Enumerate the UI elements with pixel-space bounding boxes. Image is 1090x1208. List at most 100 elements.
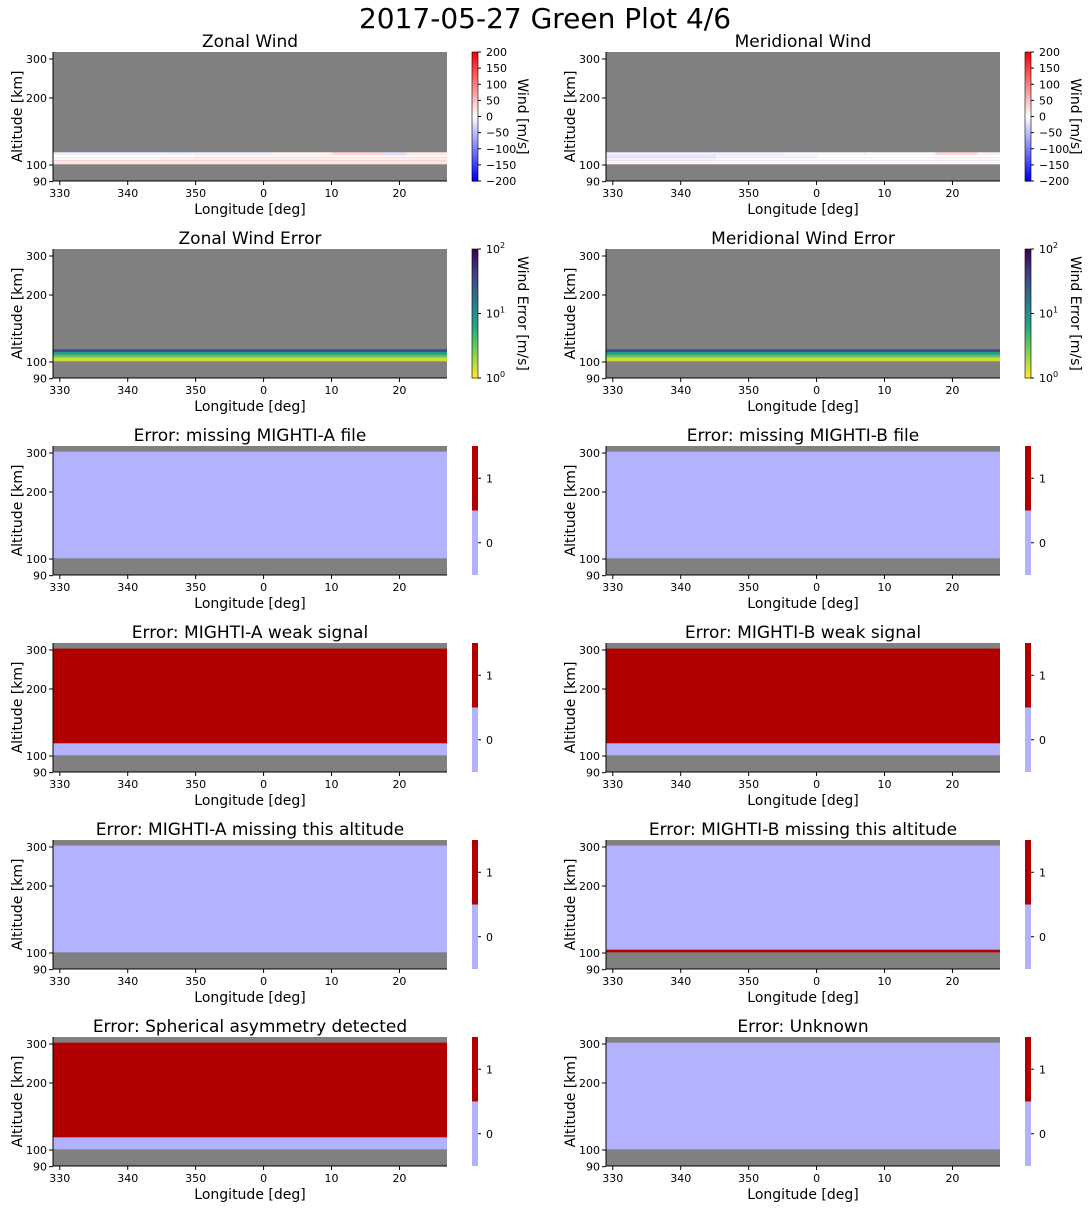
colorbar-gradient-step	[472, 82, 478, 85]
colorbar-gradient-step	[1025, 285, 1031, 288]
colorbar-gradient-step	[1025, 70, 1031, 73]
colorbar-segment-0	[1025, 904, 1031, 969]
x-tick-label: 10	[325, 581, 339, 594]
y-tick-label: 200	[26, 289, 47, 302]
colorbar-gradient-step	[1025, 116, 1031, 120]
colorbar-gradient-step	[1025, 305, 1031, 309]
colorbar-segment-1	[472, 643, 478, 708]
y-tick-label: 90	[33, 964, 47, 977]
heatmap-cell	[270, 152, 332, 155]
y-axis-label: Altitude [km]	[563, 1056, 579, 1148]
y-tick-label: 200	[579, 880, 600, 893]
colorbar-segment-0	[472, 707, 478, 772]
colorbar-gradient-step	[1025, 353, 1031, 357]
colorbar-gradient-step	[472, 337, 478, 341]
heatmap-cell	[606, 160, 1000, 165]
x-axis-label: Longitude [deg]	[194, 202, 305, 218]
heatmap-cell	[382, 152, 407, 155]
x-tick-label: 20	[392, 1172, 406, 1185]
colorbar-gradient-step	[1025, 52, 1031, 55]
colorbar-gradient-step	[472, 315, 478, 319]
colorbar-tick-label: 1	[1039, 866, 1046, 879]
colorbar: 10	[1025, 1037, 1046, 1166]
colorbar-tick-label: −50	[1039, 127, 1062, 140]
colorbar-gradient-step	[1025, 88, 1031, 91]
colorbar-gradient-step	[472, 86, 478, 89]
y-tick-label: 200	[26, 92, 47, 105]
y-tick-label: 90	[33, 373, 47, 386]
colorbar-gradient-step	[1025, 126, 1031, 130]
colorbar-gradient-step	[1025, 166, 1031, 170]
x-axis-label: Longitude [deg]	[747, 793, 858, 809]
colorbar-gradient-step	[1025, 333, 1031, 337]
colorbar-gradient-step	[1025, 94, 1031, 97]
colorbar-gradient-step	[472, 148, 478, 152]
colorbar-tick-label: 100	[1039, 370, 1058, 385]
x-tick-label: 0	[260, 1172, 267, 1185]
x-tick-label: 340	[117, 384, 138, 397]
heatmap-cell	[714, 157, 1000, 161]
colorbar-gradient-step	[1025, 92, 1031, 95]
colorbar-segment-0	[472, 510, 478, 575]
colorbar-gradient-step	[1025, 152, 1031, 156]
y-tick-label: 300	[26, 1038, 47, 1051]
y-tick-label: 90	[33, 1161, 47, 1174]
colorbar-gradient-step	[472, 102, 478, 106]
y-tick-label: 200	[26, 683, 47, 696]
colorbar-tick-label: 101	[1039, 306, 1058, 321]
colorbar-gradient-step	[1025, 136, 1031, 140]
heatmap-cell	[606, 357, 1000, 362]
y-tick-label: 90	[586, 964, 600, 977]
colorbar-gradient-step	[1025, 363, 1031, 367]
colorbar-gradient-step	[1025, 369, 1031, 373]
colorbar-gradient-step	[1025, 128, 1031, 132]
colorbar-gradient-step	[472, 295, 478, 298]
colorbar-gradient-step	[472, 142, 478, 146]
x-tick-label: 10	[878, 1172, 892, 1185]
colorbar-tick-label: −50	[486, 127, 509, 140]
y-axis-label: Altitude [km]	[10, 859, 26, 951]
x-tick-label: 330	[49, 778, 70, 791]
colorbar-gradient-step	[1025, 168, 1031, 172]
colorbar-gradient-step	[1025, 349, 1031, 353]
colorbar-tick-label: 0	[1039, 931, 1046, 944]
colorbar-gradient-step	[1025, 355, 1031, 359]
colorbar-gradient-step	[472, 339, 478, 343]
colorbar-gradient-step	[1025, 325, 1031, 329]
colorbar-gradient-step	[1025, 249, 1031, 252]
x-axis-label: Longitude [deg]	[747, 399, 858, 415]
heatmap-cell	[606, 349, 1000, 352]
colorbar-gradient-step	[1025, 273, 1031, 276]
colorbar-tick-label: 102	[1039, 241, 1058, 256]
colorbar-gradient-step	[1025, 102, 1031, 106]
colorbar-gradient-step	[1025, 309, 1031, 313]
x-tick-label: 20	[392, 581, 406, 594]
x-tick-label: 10	[878, 778, 892, 791]
panel-title: Error: missing MIGHTI-B file	[687, 426, 919, 446]
colorbar-gradient-step	[472, 124, 478, 128]
colorbar-frame	[1024, 248, 1032, 379]
y-axis-label: Altitude [km]	[563, 465, 579, 557]
colorbar-gradient-step	[472, 136, 478, 140]
colorbar-gradient-step	[472, 277, 478, 280]
colorbar-gradient-step	[472, 94, 478, 97]
colorbar-gradient-step	[472, 106, 478, 110]
colorbar-gradient-step	[472, 158, 478, 162]
colorbar-gradient-step	[1025, 162, 1031, 166]
y-axis-label: Altitude [km]	[10, 662, 26, 754]
colorbar: 10	[1025, 840, 1046, 969]
colorbar-gradient-step	[1025, 311, 1031, 315]
colorbar-gradient-step	[1025, 269, 1031, 272]
x-tick-label: 10	[878, 187, 892, 200]
colorbar-tick-label: 50	[1039, 94, 1053, 107]
colorbar-gradient-step	[472, 361, 478, 365]
colorbar-tick-label: 0	[1039, 734, 1046, 747]
colorbar-gradient-step	[1025, 263, 1031, 266]
x-tick-label: 330	[602, 778, 623, 791]
panel-title: Error: MIGHTI-A missing this altitude	[96, 820, 404, 840]
panel-9: Error: MIGHTI-A missing this altitude 90 1…	[10, 820, 493, 1006]
heatmap-cell	[53, 351, 447, 355]
colorbar-gradient-step	[1025, 108, 1031, 112]
colorbar-gradient-step	[1025, 279, 1031, 282]
colorbar-gradient-step	[1025, 337, 1031, 341]
